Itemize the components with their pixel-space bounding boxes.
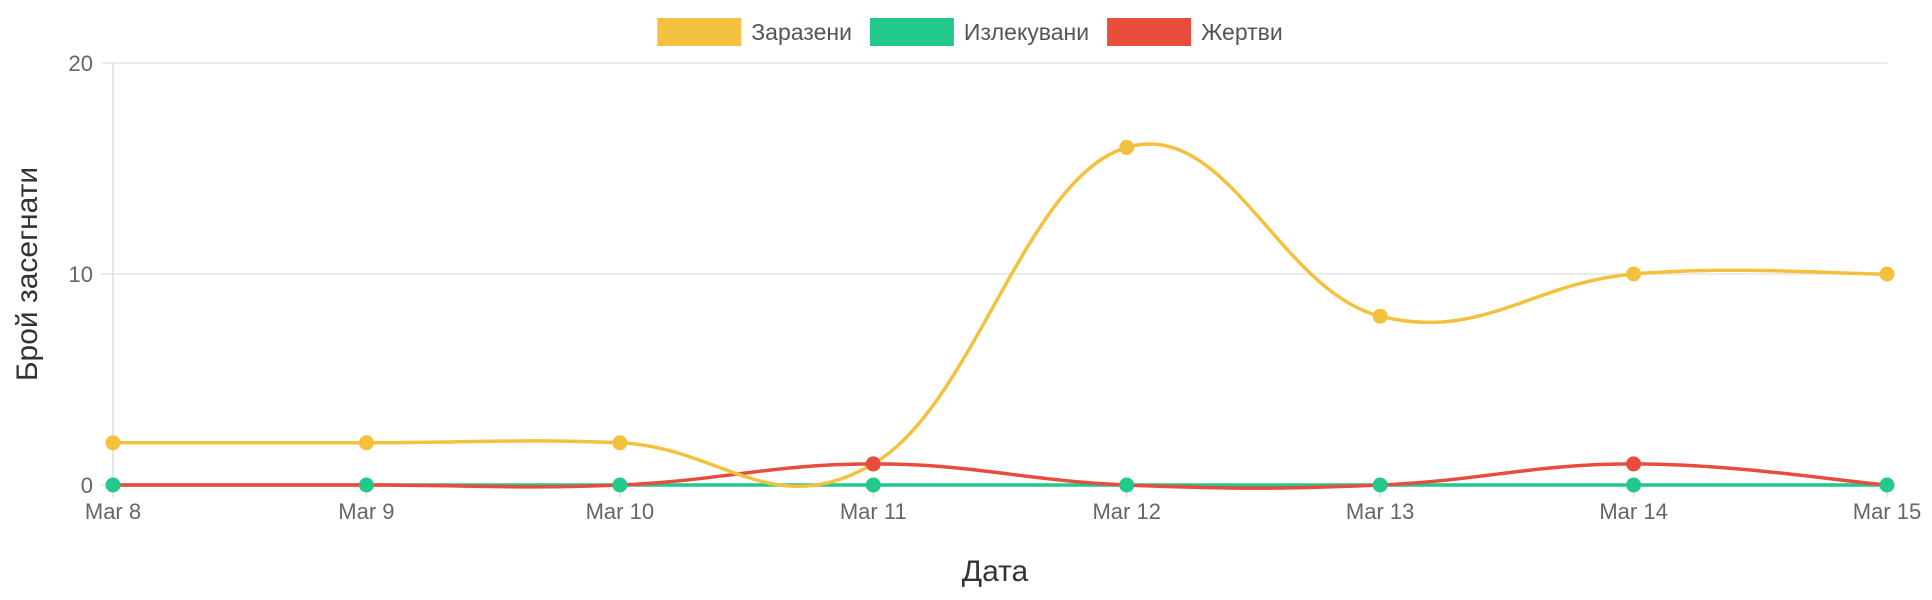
- data-point-series-1: [1879, 477, 1895, 493]
- x-tick-label: Mar 9: [338, 499, 394, 524]
- legend-item-1[interactable]: Излекувани: [869, 18, 1089, 46]
- grid: [101, 62, 1888, 497]
- y-axis-ticks: 0 10 20: [69, 51, 93, 498]
- x-tick-label: Mar 8: [85, 499, 141, 524]
- data-point-series-1: [612, 477, 628, 493]
- legend-label: Заразени: [751, 19, 852, 45]
- data-point-series-0: [1879, 266, 1895, 282]
- y-tick-label: 20: [69, 51, 93, 76]
- data-point-series-0: [612, 435, 628, 451]
- x-tick-label: Mar 13: [1346, 499, 1414, 524]
- legend-label: Жертви: [1201, 19, 1283, 45]
- x-axis-title: Дата: [962, 555, 1029, 588]
- y-axis-title: Брой засегнати: [11, 167, 44, 381]
- data-point-series-1: [1119, 477, 1135, 493]
- legend-label: Излекувани: [964, 19, 1089, 45]
- series-lines: [112, 142, 1888, 490]
- data-point-series-2: [865, 456, 881, 472]
- data-point-series-1: [1626, 477, 1642, 493]
- legend-swatch: [1107, 18, 1192, 46]
- legend-item-0[interactable]: Заразени: [657, 18, 852, 46]
- data-point-series-2: [1626, 456, 1642, 472]
- legend-swatch: [869, 18, 954, 46]
- data-point-series-0: [1626, 266, 1642, 282]
- series-line-0: [112, 142, 1888, 489]
- x-tick-label: Mar 12: [1092, 499, 1160, 524]
- data-point-series-1: [865, 477, 881, 493]
- data-point-series-0: [1119, 139, 1135, 155]
- y-tick-label: 0: [81, 473, 93, 498]
- x-axis-ticks: Mar 8 Mar 9 Mar 10 Mar 11 Mar 12 Mar 13 Mar 14…: [85, 499, 1921, 524]
- y-tick-label: 10: [69, 262, 93, 287]
- data-point-series-0: [358, 435, 374, 451]
- legend-swatch: [657, 18, 742, 46]
- data-point-series-1: [358, 477, 374, 493]
- x-tick-label: Mar 14: [1599, 499, 1667, 524]
- x-tick-label: Mar 15: [1853, 499, 1921, 524]
- data-point-series-1: [105, 477, 121, 493]
- series-line-2: [113, 462, 1888, 490]
- data-points: [105, 139, 1895, 493]
- x-tick-label: Mar 11: [840, 499, 907, 524]
- x-tick-label: Mar 10: [586, 499, 654, 524]
- legend[interactable]: Заразени Излекувани Жертви: [657, 18, 1283, 46]
- data-point-series-0: [105, 435, 121, 451]
- data-point-series-1: [1372, 477, 1388, 493]
- legend-item-2[interactable]: Жертви: [1107, 18, 1283, 46]
- data-point-series-0: [1372, 308, 1388, 324]
